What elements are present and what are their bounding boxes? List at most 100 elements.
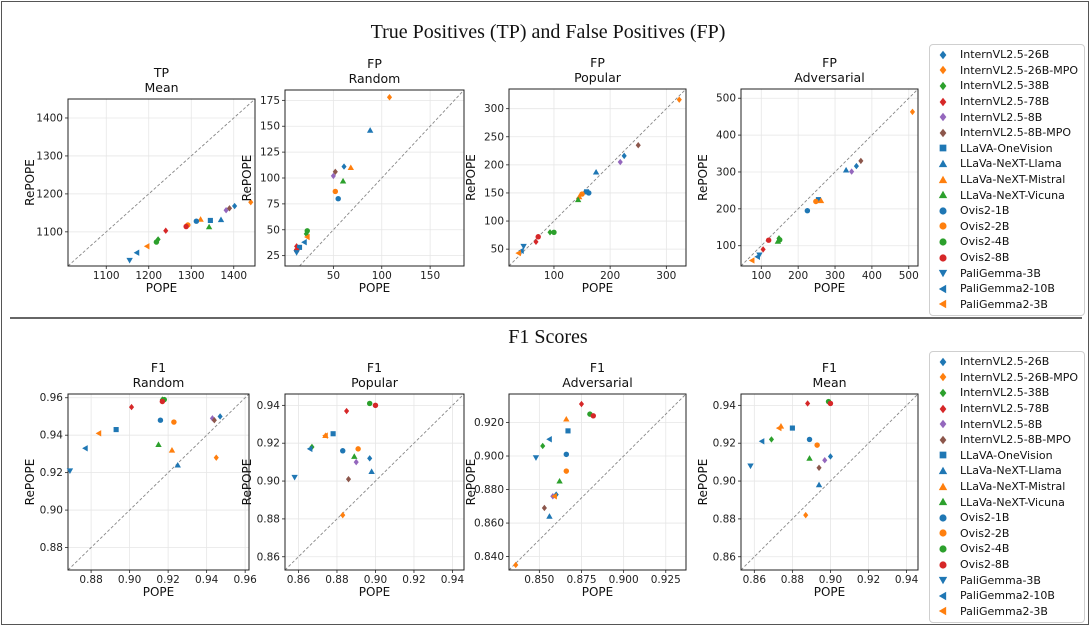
y-tick-label: 0.92 — [257, 438, 280, 450]
y-tick-label: 75 — [267, 198, 280, 210]
y-tick-label: 0.96 — [40, 392, 64, 404]
legend-triangle-up-marker-icon — [938, 466, 948, 475]
data-point — [814, 442, 820, 448]
data-point — [547, 229, 553, 236]
data-point — [386, 94, 393, 101]
y-tick-label: 1100 — [36, 226, 63, 238]
data-point — [322, 432, 328, 439]
panel-title: FP — [822, 55, 837, 70]
legend-circle-marker-icon — [939, 222, 947, 230]
data-point — [332, 168, 338, 175]
panel-subtitle: Mean — [812, 375, 846, 390]
legend-marker — [939, 222, 947, 230]
data-point — [563, 451, 570, 458]
legend-label: LLaVa-NeXT-Llama — [960, 464, 1062, 478]
panel-subtitle: Popular — [574, 70, 622, 85]
legend-triangle-down-marker-icon — [938, 576, 948, 585]
legend-label: PaliGemma-3B — [960, 266, 1041, 280]
data-point — [126, 257, 133, 264]
data-point — [232, 202, 238, 210]
panel-title: F1 — [367, 360, 382, 375]
legend-label: InternVL2.5-38B — [960, 386, 1050, 400]
legend-item: PaliGemma-3B — [936, 265, 1078, 281]
section-title-tp-fp: True Positives (TP) and False Positives … — [371, 21, 726, 43]
y-tick-label: 0.94 — [40, 430, 64, 442]
data-point — [551, 229, 557, 236]
legend-item: InternVL2.5-8B-MPO — [936, 125, 1078, 141]
y-tick-label: 0.86 — [713, 551, 737, 563]
legend-label: PaliGemma2-10B — [960, 282, 1055, 296]
data-point — [513, 561, 519, 569]
panel-subtitle: Adversarial — [562, 375, 632, 390]
data-point — [340, 511, 346, 519]
data-point — [754, 253, 760, 260]
legend-diamond-marker-icon — [939, 112, 947, 122]
data-point — [226, 205, 233, 212]
panel-title: FP — [590, 55, 605, 70]
x-tick-label: 0.94 — [895, 574, 919, 586]
data-point — [143, 243, 150, 250]
legend-item: InternVL2.5-8B-MPO — [936, 432, 1078, 448]
data-point — [113, 427, 119, 433]
legend-item: InternVL2.5-8B — [936, 109, 1078, 125]
legend-item: LLaVa-NeXT-Vicuna — [936, 494, 1078, 510]
y-tick-label: 0.860 — [474, 518, 504, 530]
data-point — [816, 464, 822, 472]
x-tick-label: 50 — [327, 270, 340, 282]
y-tick-label: 0.90 — [257, 476, 280, 488]
y-tick-label: 0.90 — [713, 476, 736, 488]
data-point — [332, 188, 339, 195]
panel-title: TP — [153, 65, 170, 80]
legend-triangle-up-marker-icon — [938, 159, 948, 168]
data-point — [197, 216, 204, 222]
data-point — [207, 217, 213, 224]
data-point — [355, 446, 361, 452]
data-point — [806, 436, 813, 443]
legend-item: InternVL2.5-38B — [936, 385, 1078, 401]
legend-marker — [938, 269, 948, 278]
legend-label: InternVL2.5-26B — [960, 355, 1050, 369]
data-point — [82, 445, 88, 452]
legend-marker — [938, 190, 948, 199]
legend-label: InternVL2.5-26B-MPO — [960, 63, 1079, 77]
legend-diamond-marker-icon — [939, 373, 947, 382]
legend-marker — [938, 576, 948, 585]
x-axis-label: POPE — [582, 281, 614, 295]
legend-diamond-marker-icon — [939, 404, 947, 413]
y-tick-label: 100 — [484, 216, 504, 228]
panel-title: FP — [367, 56, 382, 71]
x-tick-label: 200 — [788, 270, 808, 282]
data-point — [347, 164, 354, 171]
data-point — [563, 468, 570, 474]
data-point — [163, 227, 169, 234]
legend-item: LLaVa-NeXT-Llama — [936, 463, 1078, 479]
legend-diamond-marker-icon — [939, 81, 947, 91]
x-tick-label: 100 — [372, 270, 392, 282]
x-tick-label: 500 — [899, 270, 919, 282]
legend-item: InternVL2.5-8B — [936, 416, 1078, 432]
data-point — [335, 195, 341, 202]
legend-label: LLaVa-NeXT-Mistral — [960, 480, 1066, 494]
data-point — [217, 216, 225, 223]
data-point — [304, 233, 310, 241]
data-point — [248, 199, 254, 206]
data-point — [303, 230, 309, 238]
x-axis-label: POPE — [814, 585, 846, 599]
data-point — [579, 191, 585, 197]
legend-item: InternVL2.5-26B — [936, 47, 1078, 63]
data-point — [174, 461, 181, 468]
data-point — [676, 96, 682, 103]
data-point — [372, 402, 379, 409]
legend-square-marker-icon — [939, 144, 947, 152]
panel-title: F1 — [822, 360, 837, 375]
data-point — [546, 513, 553, 519]
legend-label: LLaVa-NeXT-Mistral — [960, 173, 1066, 187]
data-point — [223, 207, 229, 214]
legend-label: InternVL2.5-38B — [960, 79, 1050, 93]
y-axis-label: RePOPE — [23, 459, 37, 506]
data-point — [159, 398, 166, 405]
data-point — [858, 157, 864, 165]
legend-circle-marker-icon — [939, 253, 947, 262]
data-point — [815, 481, 823, 488]
data-point — [293, 250, 300, 256]
